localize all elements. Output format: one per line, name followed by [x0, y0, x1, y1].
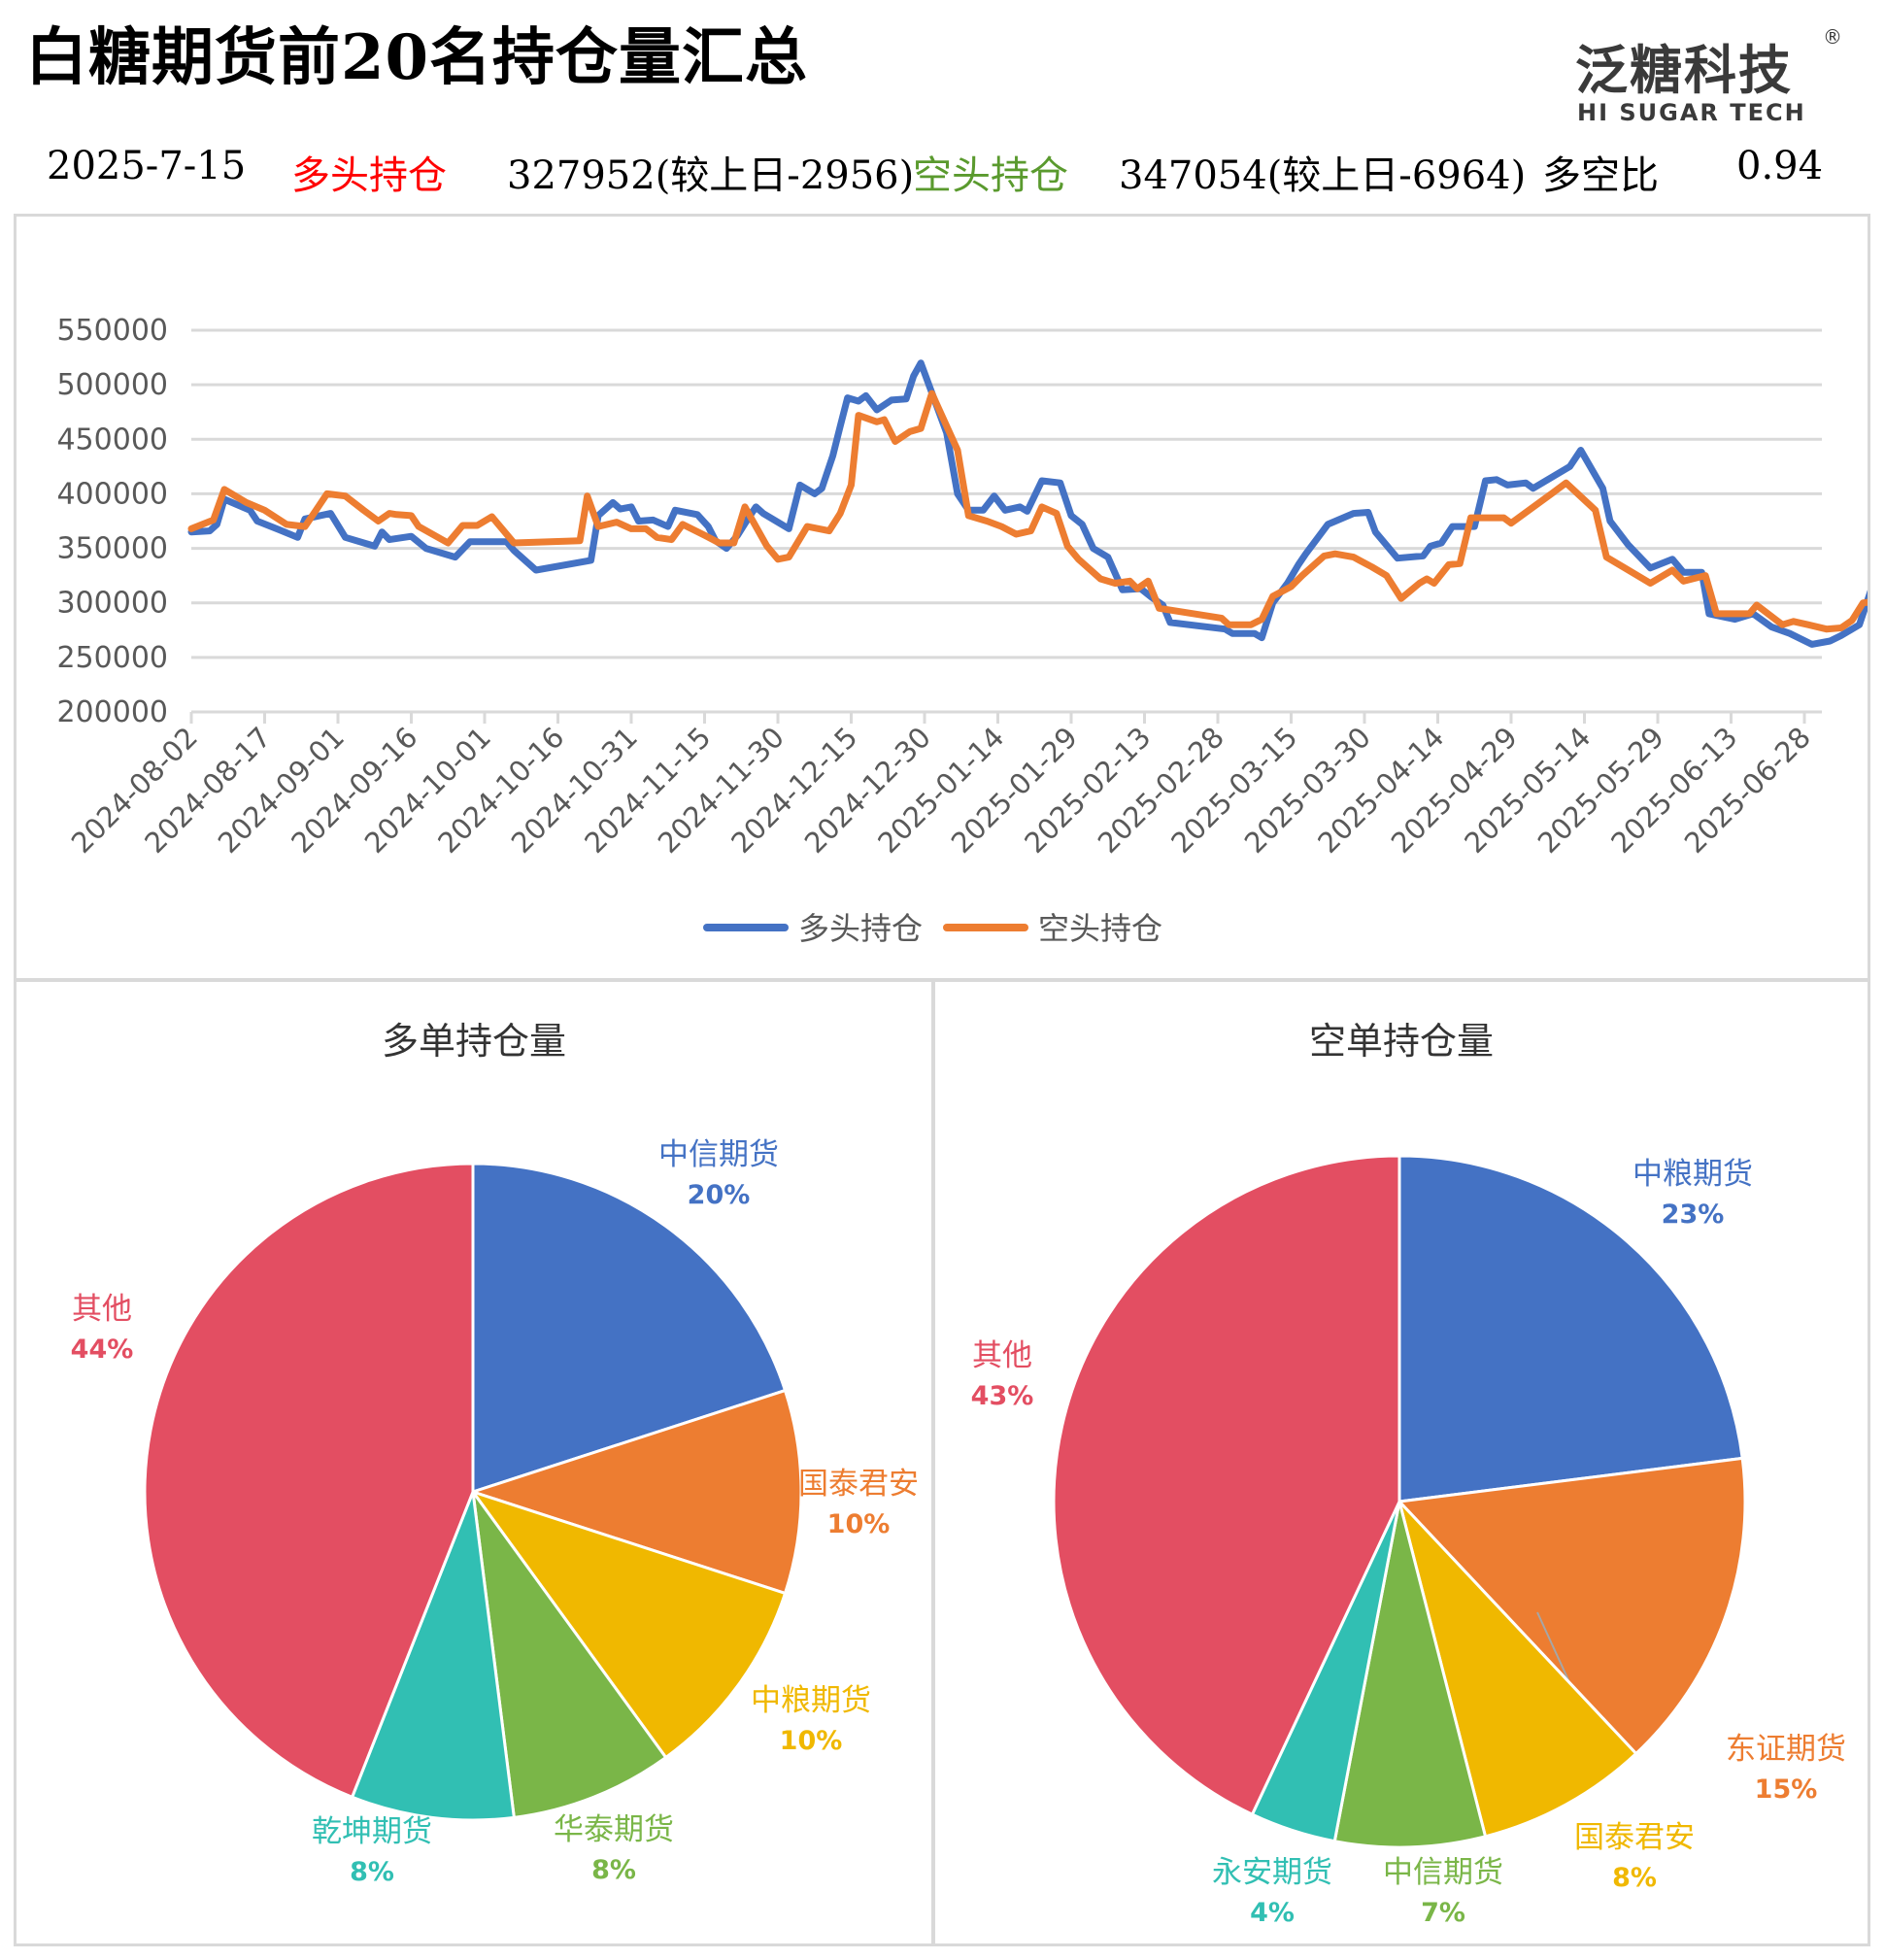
long-short-ratio-value: 0.94 [1736, 144, 1824, 188]
long-position-label: 多头持仓 [291, 153, 447, 198]
legend-label: 空头持仓 [1038, 910, 1162, 947]
y-tick-label: 200000 [56, 695, 168, 729]
y-tick-label: 350000 [56, 532, 168, 566]
slice-percent: 23% [1662, 1200, 1725, 1230]
pie-slice [143, 1162, 475, 1800]
series-line [187, 359, 1868, 648]
slice-percent: 44% [71, 1335, 134, 1365]
y-tick-label: 450000 [56, 422, 168, 456]
slice-label: 中信期货 [658, 1137, 779, 1172]
slice-label: 华泰期货 [554, 1812, 674, 1847]
long-pie-panel: 多单持仓量 中信期货 20% 国泰君安 10% 中粮期货 10% 华泰期货 8% 乾坤期货 8% 其… [14, 979, 934, 1946]
slice-label: 中粮期货 [751, 1683, 871, 1718]
short-position-value: 347054(较上日-6964) [1119, 153, 1527, 198]
line-chart-panel: 200000 250000 300000 350000 400000 450000 5000… [14, 214, 1870, 981]
slice-label: 永安期货 [1212, 1855, 1332, 1890]
pie-slice [469, 1489, 788, 1760]
short-pie-title: 空单持仓量 [1308, 1020, 1494, 1063]
logo-chinese-text: 泛糖科技 [1575, 40, 1793, 101]
slice-label: 国泰君安 [798, 1467, 919, 1502]
slice-percent: 8% [591, 1855, 636, 1885]
slice-percent: 7% [1421, 1898, 1465, 1928]
y-tick-label: 500000 [56, 368, 168, 402]
slice-percent: 8% [1612, 1863, 1657, 1893]
slice-label: 中信期货 [1383, 1855, 1503, 1890]
slice-percent: 4% [1250, 1898, 1295, 1928]
slice-label: 其他 [972, 1338, 1032, 1373]
short-position-label: 空头持仓 [913, 153, 1068, 198]
long-positions-pie-chart: 中信期货 20% 国泰君安 10% 中粮期货 10% 华泰期货 8% 乾坤期货 8% 其他 44% [71, 1137, 919, 1887]
slice-label: 东证期货 [1726, 1732, 1846, 1767]
y-tick-label: 300000 [56, 587, 168, 621]
slice-percent: 8% [350, 1857, 394, 1887]
slice-label: 乾坤期货 [312, 1814, 432, 1849]
long-position-value: 327952(较上日-2956) [507, 153, 915, 198]
series-line [187, 389, 1868, 633]
slice-label: 国泰君安 [1574, 1820, 1695, 1855]
y-tick-label: 550000 [56, 314, 168, 348]
slice-percent: 43% [971, 1381, 1034, 1411]
slice-label: 中粮期货 [1633, 1157, 1753, 1192]
long-pie-title: 多单持仓量 [381, 1020, 566, 1063]
slice-percent: 15% [1755, 1774, 1818, 1805]
pie-slice [471, 1162, 788, 1495]
page-title: 白糖期货前20名持仓量汇总 [25, 21, 809, 94]
brand-logo: 泛糖科技 ® HI SUGAR TECH [1575, 25, 1857, 126]
legend-label: 多头持仓 [798, 910, 923, 947]
y-tick-label: 250000 [56, 641, 168, 675]
slice-percent: 10% [780, 1726, 843, 1756]
open-interest-line-chart: 200000 250000 300000 350000 400000 450000 5000… [56, 314, 1868, 947]
logo-english-text: HI SUGAR TECH [1577, 99, 1806, 126]
pie-slice [1397, 1154, 1744, 1504]
pie-slice [1332, 1501, 1488, 1849]
pie-slice [471, 1491, 668, 1820]
pie-slice [1397, 1500, 1638, 1839]
slice-percent: 10% [827, 1509, 891, 1539]
summary-row: 2025-7-15 多头持仓 327952(较上日-2956) 空头持仓 347… [0, 144, 1885, 198]
long-short-ratio-label: 多空比 [1542, 153, 1659, 198]
pie-slice [350, 1491, 517, 1822]
pie-slice [1396, 1456, 1747, 1756]
y-tick-label: 400000 [56, 477, 168, 511]
slice-percent: 20% [688, 1180, 751, 1210]
slice-label: 其他 [72, 1292, 132, 1327]
pie-slice [1052, 1154, 1401, 1817]
summary-date: 2025-7-15 [47, 144, 247, 188]
registered-mark-icon: ® [1823, 25, 1842, 49]
pie-slice [468, 1388, 803, 1596]
short-pie-panel: 空单持仓量 中粮期货 23% 东证期货 15% 国泰君安 8% 中信期货 7% 永安期货 4% 其他… [932, 979, 1870, 1946]
short-positions-pie-chart: 中粮期货 23% 东证期货 15% 国泰君安 8% 中信期货 7% 永安期货 4% 其他 43% [971, 1154, 1846, 1928]
